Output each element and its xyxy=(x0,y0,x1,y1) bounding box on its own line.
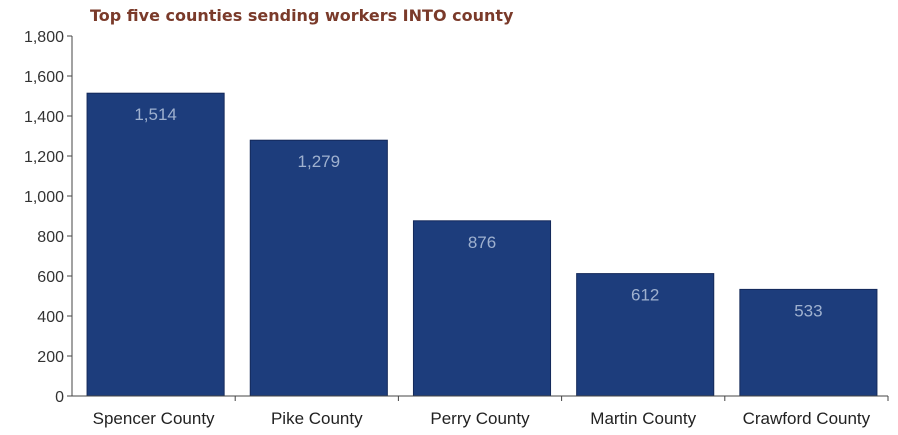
data-label: 533 xyxy=(794,301,822,320)
x-category-label: Pike County xyxy=(271,409,363,428)
bar xyxy=(86,92,225,397)
y-tick-label: 1,000 xyxy=(24,189,64,206)
bar xyxy=(412,220,552,397)
bar xyxy=(249,139,388,397)
bar xyxy=(739,288,878,397)
x-category-label: Spencer County xyxy=(93,409,215,428)
chart-title: Top five counties sending workers INTO c… xyxy=(90,6,514,25)
y-tick-label: 1,200 xyxy=(24,149,64,166)
data-label: 1,514 xyxy=(134,105,177,124)
y-tick-label: 0 xyxy=(55,389,64,406)
data-label: 876 xyxy=(468,233,496,252)
y-tick-label: 400 xyxy=(37,309,64,326)
data-labels: 1,514 1,279 876 612 533 xyxy=(134,105,822,320)
y-tick-label: 1,400 xyxy=(24,109,64,126)
x-category-label: Crawford County xyxy=(743,409,871,428)
y-axis: 0 200 400 600 800 1,000 1,200 1,400 1,600 1,800 xyxy=(24,29,73,406)
y-tick-label: 800 xyxy=(37,229,64,246)
y-tick-label: 600 xyxy=(37,269,64,286)
x-axis: Spencer County Pike County Perry County Mar… xyxy=(72,395,889,428)
y-tick-label: 1,600 xyxy=(24,69,64,86)
x-category-label: Martin County xyxy=(590,409,696,428)
bars xyxy=(86,92,878,397)
bar xyxy=(576,273,715,397)
x-category-label: Perry County xyxy=(430,409,530,428)
y-tick-label: 1,800 xyxy=(24,29,64,46)
data-label: 1,279 xyxy=(298,152,341,171)
data-label: 612 xyxy=(631,286,659,305)
y-tick-label: 200 xyxy=(37,349,64,366)
